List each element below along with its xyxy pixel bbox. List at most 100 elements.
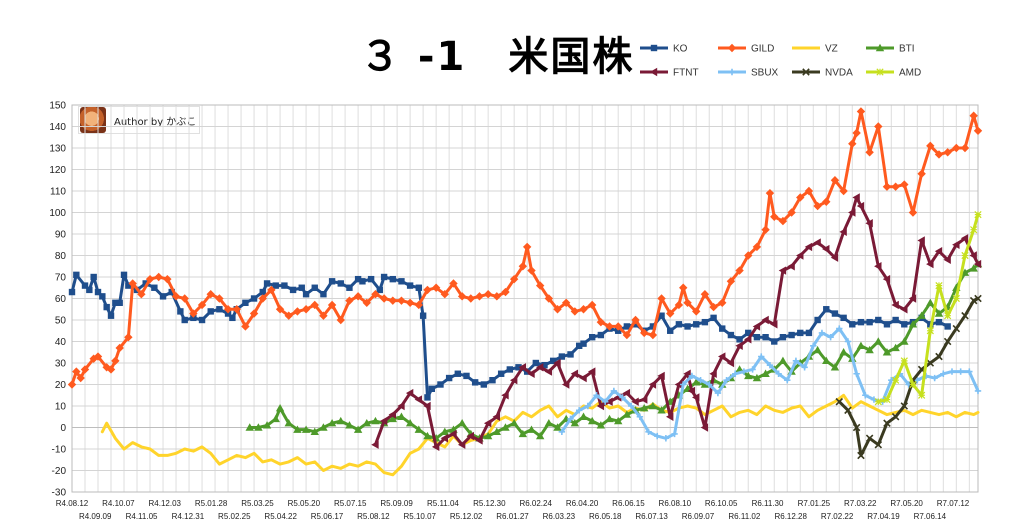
data-point-gild xyxy=(865,148,874,157)
data-point-ko xyxy=(901,321,908,328)
data-point-gild xyxy=(483,290,493,299)
data-point-ko xyxy=(567,351,574,358)
x-tick-label: R7.05.20 xyxy=(890,499,923,508)
data-point-amd xyxy=(926,327,934,335)
data-point-gild xyxy=(952,143,961,153)
data-point-gild xyxy=(891,182,900,191)
data-point-ko xyxy=(90,273,97,281)
data-point-gild xyxy=(440,290,450,299)
data-point-ftnt xyxy=(973,259,982,269)
data-point-ftnt xyxy=(926,259,934,269)
data-point-nvda xyxy=(865,434,874,443)
data-point-ftnt xyxy=(475,436,483,445)
data-point-bti xyxy=(492,427,502,435)
data-point-amd xyxy=(952,294,960,303)
data-point-sbux xyxy=(610,387,618,395)
data-point-gild xyxy=(631,315,640,325)
data-point-gild xyxy=(908,208,918,217)
data-point-bti xyxy=(587,416,597,425)
x-tick-label: R6.03.23 xyxy=(543,512,576,521)
x-tick-label: R4.08.12 xyxy=(56,499,89,508)
data-point-ftnt xyxy=(648,380,657,389)
data-point-ko xyxy=(632,321,639,328)
data-point-ftnt xyxy=(570,369,579,378)
data-point-ftnt xyxy=(960,234,969,243)
data-point-ko xyxy=(73,271,80,279)
legend-label-amd: AMD xyxy=(899,68,921,79)
data-point-gild xyxy=(692,307,701,316)
data-point-sbux xyxy=(957,368,964,375)
data-point-bti xyxy=(969,264,978,272)
x-tick-label: R6.02.24 xyxy=(519,499,552,508)
legend-marker-sbux xyxy=(728,68,736,76)
data-point-ftnt xyxy=(822,244,830,254)
data-point-ko xyxy=(437,381,444,388)
data-point-ftnt xyxy=(848,208,856,217)
data-point-ko xyxy=(875,316,882,324)
data-point-bti xyxy=(284,419,293,427)
data-point-gild xyxy=(830,176,840,185)
data-point-amd xyxy=(961,251,969,260)
data-point-ko xyxy=(623,323,631,330)
data-point-gild xyxy=(310,300,319,310)
data-point-gild xyxy=(683,298,692,307)
data-point-ftnt xyxy=(687,386,696,396)
data-point-sbux xyxy=(697,377,704,384)
data-point-gild xyxy=(587,300,597,310)
data-point-sbux xyxy=(558,428,566,435)
legend-marker-bti xyxy=(875,43,885,52)
data-point-gild xyxy=(882,182,892,191)
data-point-ftnt xyxy=(561,380,570,389)
data-point-ftnt xyxy=(908,294,917,303)
x-tick-label: R5.04.22 xyxy=(264,512,297,521)
data-point-bti xyxy=(692,378,701,386)
data-point-ko xyxy=(328,278,336,285)
data-point-bti xyxy=(501,423,510,431)
x-tick-label: R5.09.09 xyxy=(380,499,413,508)
data-point-ko xyxy=(497,370,505,377)
data-point-gild xyxy=(640,328,649,338)
data-point-sbux xyxy=(706,381,713,388)
legend-marker-amd xyxy=(876,68,884,76)
data-point-ko xyxy=(892,316,899,324)
data-point-ko xyxy=(597,331,605,339)
data-point-ko xyxy=(190,314,197,322)
data-point-ko xyxy=(99,293,106,300)
data-point-ftnt xyxy=(726,358,735,368)
data-point-ko xyxy=(684,323,691,330)
data-point-nvda xyxy=(926,359,935,367)
data-point-bti xyxy=(301,425,311,433)
data-point-ko xyxy=(272,282,279,289)
data-point-nvda xyxy=(952,324,961,333)
data-point-ftnt xyxy=(431,442,440,452)
data-point-gild xyxy=(973,126,983,135)
legend-label-vz: VZ xyxy=(825,44,838,55)
data-point-gild xyxy=(345,296,354,305)
data-point-gild xyxy=(527,266,536,275)
data-point-gild xyxy=(241,322,250,331)
data-point-sbux xyxy=(766,361,774,369)
data-point-ftnt xyxy=(631,397,639,406)
data-point-bti xyxy=(830,363,840,371)
data-point-ko xyxy=(229,314,236,322)
data-point-ko xyxy=(649,323,657,330)
data-point-sbux xyxy=(584,402,592,410)
data-point-ko xyxy=(68,288,76,296)
x-tick-label: R5.02.25 xyxy=(218,512,251,521)
data-point-gild xyxy=(718,298,727,307)
data-point-sbux xyxy=(792,357,800,365)
data-point-ko xyxy=(263,280,271,287)
y-tick-label: 150 xyxy=(49,101,66,112)
data-point-bti xyxy=(245,423,254,431)
data-point-gild xyxy=(232,305,241,314)
y-tick-label: 0 xyxy=(60,423,66,434)
data-point-sbux xyxy=(914,377,921,384)
data-point-bti xyxy=(570,419,580,427)
data-point-sbux xyxy=(714,389,722,397)
data-point-ftnt xyxy=(379,416,388,426)
data-point-sbux xyxy=(758,353,765,360)
data-point-ko xyxy=(866,318,873,326)
data-point-ko xyxy=(445,374,453,382)
data-point-ko xyxy=(762,334,769,341)
data-point-gild xyxy=(388,296,397,305)
